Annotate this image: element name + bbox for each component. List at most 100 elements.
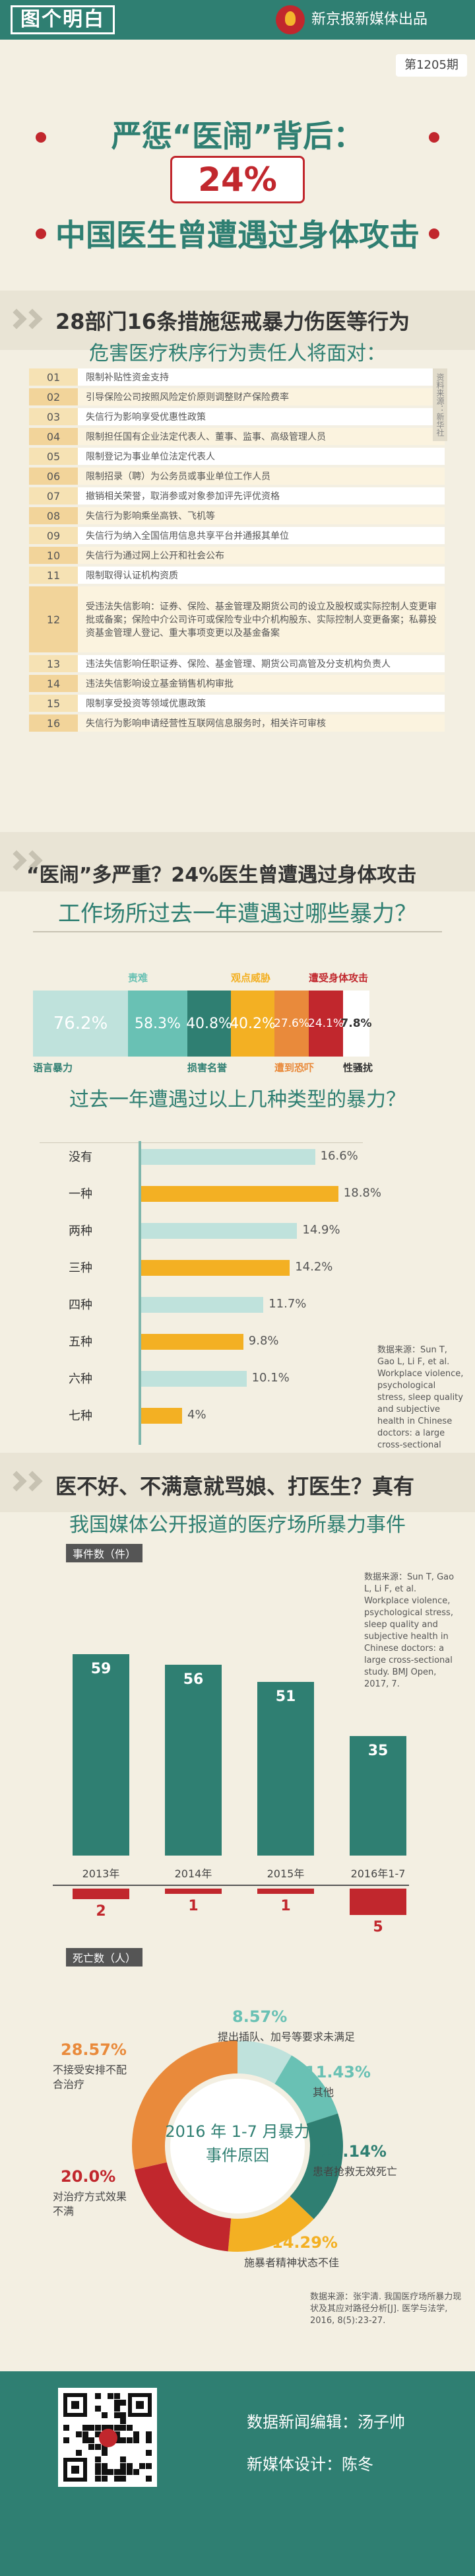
qr-module xyxy=(120,2412,127,2418)
qr-module xyxy=(101,2425,108,2431)
qr-module xyxy=(120,2462,127,2469)
decor-dot xyxy=(36,132,46,143)
hbar-bar xyxy=(140,1334,243,1350)
section-3-heading: 医不好、不满意就骂娘、打医生？真有 xyxy=(55,1474,415,1499)
hbar-bar xyxy=(140,1371,247,1387)
hbar-value: 14.9% xyxy=(302,1223,340,1237)
decor-dot xyxy=(429,228,439,239)
hbar-bar xyxy=(140,1297,264,1313)
qr-module xyxy=(133,2431,139,2437)
donut-label: 施暴者精神状态不佳 xyxy=(244,2256,340,2269)
measure-row: 02 引导保险公司按照风险定价原则调整财产保险费率 xyxy=(29,388,445,405)
qr-module xyxy=(127,2462,133,2469)
year-label: 2014年 xyxy=(174,1867,212,1880)
measure-text: 失信行为纳入全国信用信息共享平台并通报其单位 xyxy=(78,527,445,544)
section-1-band xyxy=(0,291,475,350)
qr-module xyxy=(101,2462,108,2469)
hbar-bar xyxy=(140,1186,338,1202)
hbar-bar xyxy=(140,1149,315,1165)
qr-module xyxy=(133,2469,139,2476)
measure-row: 16 失信行为影响申请经营性互联网信息服务时，相关许可审核 xyxy=(29,714,445,732)
divider xyxy=(33,931,442,932)
qr-module xyxy=(63,2437,69,2444)
hbar-category: 六种 xyxy=(69,1372,92,1386)
decor-dot xyxy=(429,132,439,143)
deaths-value: 5 xyxy=(373,1919,383,1935)
segment-label: 损害名誉 xyxy=(187,1062,228,1074)
measure-text: 失信行为影响享受优惠性政策 xyxy=(78,408,445,425)
qr-module xyxy=(127,2437,133,2444)
segment-label: 遭受身体攻击 xyxy=(309,972,369,984)
measure-row: 11 限制取得认证机构资质 xyxy=(29,567,445,584)
segment-value: 24.1% xyxy=(308,1017,344,1030)
qr-code-icon[interactable] xyxy=(58,2388,157,2487)
hbar-value: 9.8% xyxy=(248,1334,279,1348)
measure-text: 限制担任国有企业法定代表人、董事、监事、高级管理人员 xyxy=(78,428,445,445)
qr-finder xyxy=(63,2393,87,2417)
measures-list: 01 限制补贴性资金支持 02 引导保险公司按照风险定价原则调整财产保险费率 03 失信行… xyxy=(29,368,445,734)
qr-module xyxy=(113,2412,120,2418)
source-note: 数据来源：张宇清. 我国医疗场所暴力现状及其应对路径分析[J]. 医学与法学, … xyxy=(310,2292,462,2326)
qr-module xyxy=(101,2450,108,2456)
qr-module xyxy=(113,2425,120,2431)
measure-text: 违法失信影响设立基金销售机构审批 xyxy=(78,675,445,692)
hbar-title: 过去一年遭遇过以上几种类型的暴力？ xyxy=(69,1088,406,1111)
qr-module xyxy=(101,2469,108,2476)
stacked-segment: 40.8% xyxy=(186,991,232,1057)
source-side-tag: 资料来源：新华社 xyxy=(433,368,447,441)
donut-slice xyxy=(238,2040,292,2084)
qr-module xyxy=(120,2469,127,2476)
measure-number: 13 xyxy=(29,655,78,672)
hbar-bar xyxy=(140,1223,298,1239)
qr-module xyxy=(95,2456,101,2462)
qr-module xyxy=(145,2437,152,2444)
decor-dot xyxy=(36,228,46,239)
qr-module xyxy=(113,2431,120,2437)
qr-module xyxy=(113,2469,120,2476)
measure-text: 失信行为影响乘坐高铁、飞机等 xyxy=(78,507,445,524)
measure-number: 16 xyxy=(29,714,78,732)
qr-module xyxy=(145,2462,152,2469)
measure-number: 07 xyxy=(29,487,78,505)
segment-value: 40.8% xyxy=(186,1015,232,1032)
qr-module xyxy=(145,2450,152,2456)
donut-label: 对治疗方式效果不满 xyxy=(53,2190,127,2217)
events-bar xyxy=(73,1654,129,1856)
editor-credit: 数据新闻编辑：汤子帅 xyxy=(247,2413,405,2431)
qr-module xyxy=(101,2412,108,2418)
segment-label: 观点威胁 xyxy=(231,972,271,984)
donut-label: 提出插队、加号等要求未满足 xyxy=(218,2031,356,2043)
qr-module xyxy=(95,2462,101,2469)
stacked-segment: 24.1% xyxy=(308,991,344,1057)
donut-label: 其他 xyxy=(313,2086,334,2099)
donut-percent: 14.29% xyxy=(272,2233,338,2252)
hbar-category: 三种 xyxy=(69,1261,92,1275)
section-2-band xyxy=(0,832,475,891)
qr-module xyxy=(127,2469,133,2476)
measure-text: 受违法失信影响：证券、保险、基金管理及期货公司的设立及股权或实际控制人变更审批或… xyxy=(78,586,445,652)
qr-module xyxy=(95,2475,101,2482)
hbar-category: 五种 xyxy=(69,1335,92,1349)
qr-module xyxy=(88,2443,95,2450)
deaths-bar xyxy=(165,1889,222,1894)
qr-module xyxy=(139,2462,146,2469)
publisher-label: 新京报新媒体出品 xyxy=(311,11,428,28)
deaths-legend-pill: 死亡数（人） xyxy=(66,1948,143,1967)
events-bar xyxy=(165,1664,222,1856)
donut-percent: 11.43% xyxy=(305,2063,371,2081)
stacked-segment: 27.6% xyxy=(274,991,309,1057)
measure-text: 失信行为通过网上公开和社会公布 xyxy=(78,547,445,564)
measure-number: 01 xyxy=(29,368,78,386)
brand-logo: 图个明白 xyxy=(11,5,115,34)
qr-module xyxy=(108,2425,114,2431)
measure-number: 08 xyxy=(29,507,78,524)
segment-label: 遭到恐吓 xyxy=(274,1062,315,1074)
deaths-bar xyxy=(257,1889,314,1894)
donut-percent: 8.57% xyxy=(232,2007,288,2026)
event-causes-donut xyxy=(132,2040,343,2252)
measure-row: 01 限制补贴性资金支持 xyxy=(29,368,445,386)
measure-row: 14 违法失信影响设立基金销售机构审批 xyxy=(29,675,445,692)
events-value: 59 xyxy=(90,1661,111,1678)
measure-number: 05 xyxy=(29,448,78,465)
qr-module xyxy=(120,2437,127,2444)
